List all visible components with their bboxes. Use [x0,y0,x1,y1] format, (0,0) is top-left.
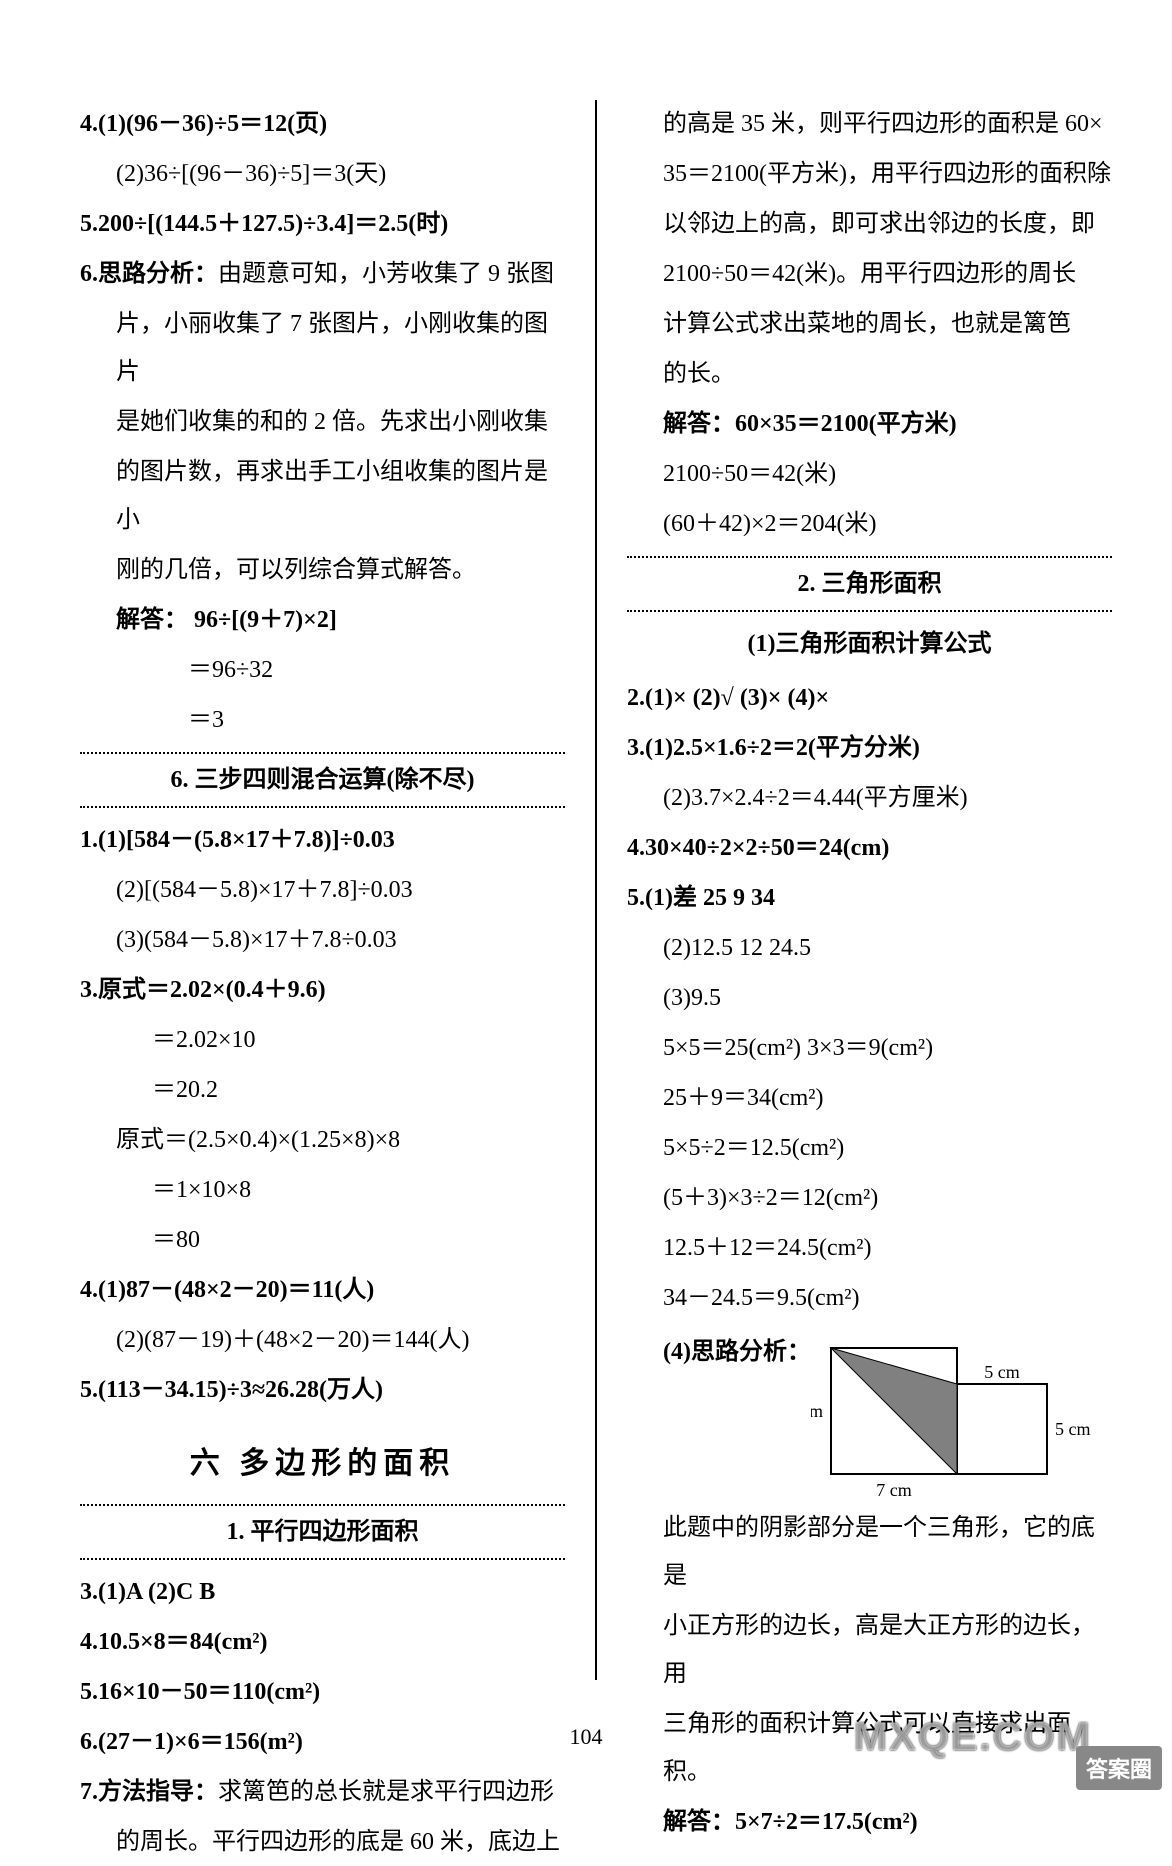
svg-text:7 cm: 7 cm [811,1401,823,1421]
q6-ans3: ＝3 [80,696,565,744]
t2q5i: 34－24.5＝9.5(cm²) [627,1274,1112,1322]
p1q5: 5.16×10－50＝110(cm²) [80,1668,565,1716]
svg-text:5 cm: 5 cm [984,1362,1020,1382]
r-g: 解答：60×35＝2100(平方米) [627,400,1112,448]
page-container: 4.(1)(96－36)÷5＝12(页) (2)36÷[(96－36)÷5]＝3… [0,0,1172,1720]
q6-t5: 刚的几倍，可以列综合算式解答。 [80,546,565,594]
t2q5e: 25＋9＝34(cm²) [627,1074,1112,1122]
q6-t2: 片，小丽收集了 7 张图片，小刚收集的图片 [80,300,565,396]
triangle-diagram: (4)思路分析： 5 cm 5 cm 7 cm 7 cm [627,1328,1112,1498]
s6q4a: 4.(1)87－(48×2－20)＝11(人) [80,1266,565,1314]
svg-text:5 cm: 5 cm [1055,1419,1091,1439]
p1q3: 3.(1)A (2)C B [80,1568,565,1616]
section-1-header: 1. 平行四边形面积 [80,1504,565,1560]
p1q7a: 7.方法指导：求篱笆的总长就是求平行四边形 [80,1768,565,1816]
q4-1: 4.(1)(96－36)÷5＝12(页) [80,100,565,148]
section-2-header: 2. 三角形面积 [627,556,1112,612]
q6-t1: 6.思路分析：由题意可知，小芳收集了 9 张图 [80,250,565,298]
q6-ans2: ＝96÷32 [80,646,565,694]
section-6-header: 6. 三步四则混合运算(除不尽) [80,752,565,808]
t2q3b: (2)3.7×2.4÷2＝4.44(平方厘米) [627,774,1112,822]
q4-2: (2)36÷[(96－36)÷5]＝3(天) [80,150,565,198]
s6q3a: 3.原式＝2.02×(0.4＋9.6) [80,966,565,1014]
t2q5d: 5×5＝25(cm²) 3×3＝9(cm²) [627,1024,1112,1072]
t2q5h: 12.5＋12＝24.5(cm²) [627,1224,1112,1272]
answer-badge: 答案圈 [1076,1746,1162,1790]
subsection-2-1: (1)三角形面积计算公式 [627,620,1112,668]
p1q7b: 的周长。平行四边形的底是 60 米，底边上 [80,1818,565,1866]
t2q5n: 解答：5×7÷2＝17.5(cm²) [627,1798,1112,1846]
p1q4: 4.10.5×8＝84(cm²) [80,1618,565,1666]
diagram-svg: 5 cm 5 cm 7 cm 7 cm [811,1328,1091,1498]
t2q2: 2.(1)× (2)√ (3)× (4)× [627,674,1112,722]
chapter-title: 六 多边形的面积 [80,1434,565,1494]
t2q5c: (3)9.5 [627,974,1112,1022]
svg-text:7 cm: 7 cm [876,1480,912,1498]
r-i: (60＋42)×2＝204(米) [627,500,1112,548]
s6q4b: (2)(87－19)＋(48×2－20)＝144(人) [80,1316,565,1364]
s6q1a: 1.(1)[584－(5.8×17＋7.8)]÷0.03 [80,816,565,864]
s6q3e: ＝1×10×8 [80,1166,565,1214]
r-f: 的长。 [627,350,1112,398]
q6-t3: 是她们收集的和的 2 倍。先求出小刚收集 [80,398,565,446]
s6q3d: 原式＝(2.5×0.4)×(1.25×8)×8 [80,1116,565,1164]
column-right: 的高是 35 米，则平行四边形的面积是 60× 35＝2100(平方米)，用平行… [617,100,1112,1680]
r-h: 2100÷50＝42(米) [627,450,1112,498]
s6q5: 5.(113－34.15)÷3≈26.28(万人) [80,1366,565,1414]
q6-t4: 的图片数，再求出手工小组收集的图片是小 [80,448,565,544]
s6q3f: ＝80 [80,1216,565,1264]
s6q3b: ＝2.02×10 [80,1016,565,1064]
r-a: 的高是 35 米，则平行四边形的面积是 60× [627,100,1112,148]
t2q4: 4.30×40÷2×2÷50＝24(cm) [627,824,1112,872]
q6-ans1: 解答： 96÷[(9＋7)×2] [80,596,565,644]
s6q1c: (3)(584－5.8)×17＋7.8÷0.03 [80,916,565,964]
t2q5k: 此题中的阴影部分是一个三角形，它的底是 [627,1504,1112,1600]
t2q5f: 5×5÷2＝12.5(cm²) [627,1124,1112,1172]
r-e: 计算公式求出菜地的周长，也就是篱笆 [627,300,1112,348]
r-c: 以邻边上的高，即可求出邻边的长度，即 [627,200,1112,248]
s6q1b: (2)[(584－5.8)×17＋7.8]÷0.03 [80,866,565,914]
t2q5g: (5＋3)×3÷2＝12(cm²) [627,1174,1112,1222]
t2q5l: 小正方形的边长，高是大正方形的边长，用 [627,1602,1112,1698]
column-left: 4.(1)(96－36)÷5＝12(页) (2)36÷[(96－36)÷5]＝3… [80,100,575,1680]
s6q3c: ＝20.2 [80,1066,565,1114]
r-d: 2100÷50＝42(米)。用平行四边形的周长 [627,250,1112,298]
q5: 5.200÷[(144.5＋127.5)÷3.4]＝2.5(时) [80,200,565,248]
t2q5b: (2)12.5 12 24.5 [627,924,1112,972]
column-divider [595,100,597,1680]
r-b: 35＝2100(平方米)，用平行四边形的面积除 [627,150,1112,198]
t2q5a: 5.(1)差 25 9 34 [627,874,1112,922]
t2q3a: 3.(1)2.5×1.6÷2＝2(平方分米) [627,724,1112,772]
t2q5j: (4)思路分析： [627,1328,811,1376]
watermark: MXQE.COM [854,1715,1092,1760]
